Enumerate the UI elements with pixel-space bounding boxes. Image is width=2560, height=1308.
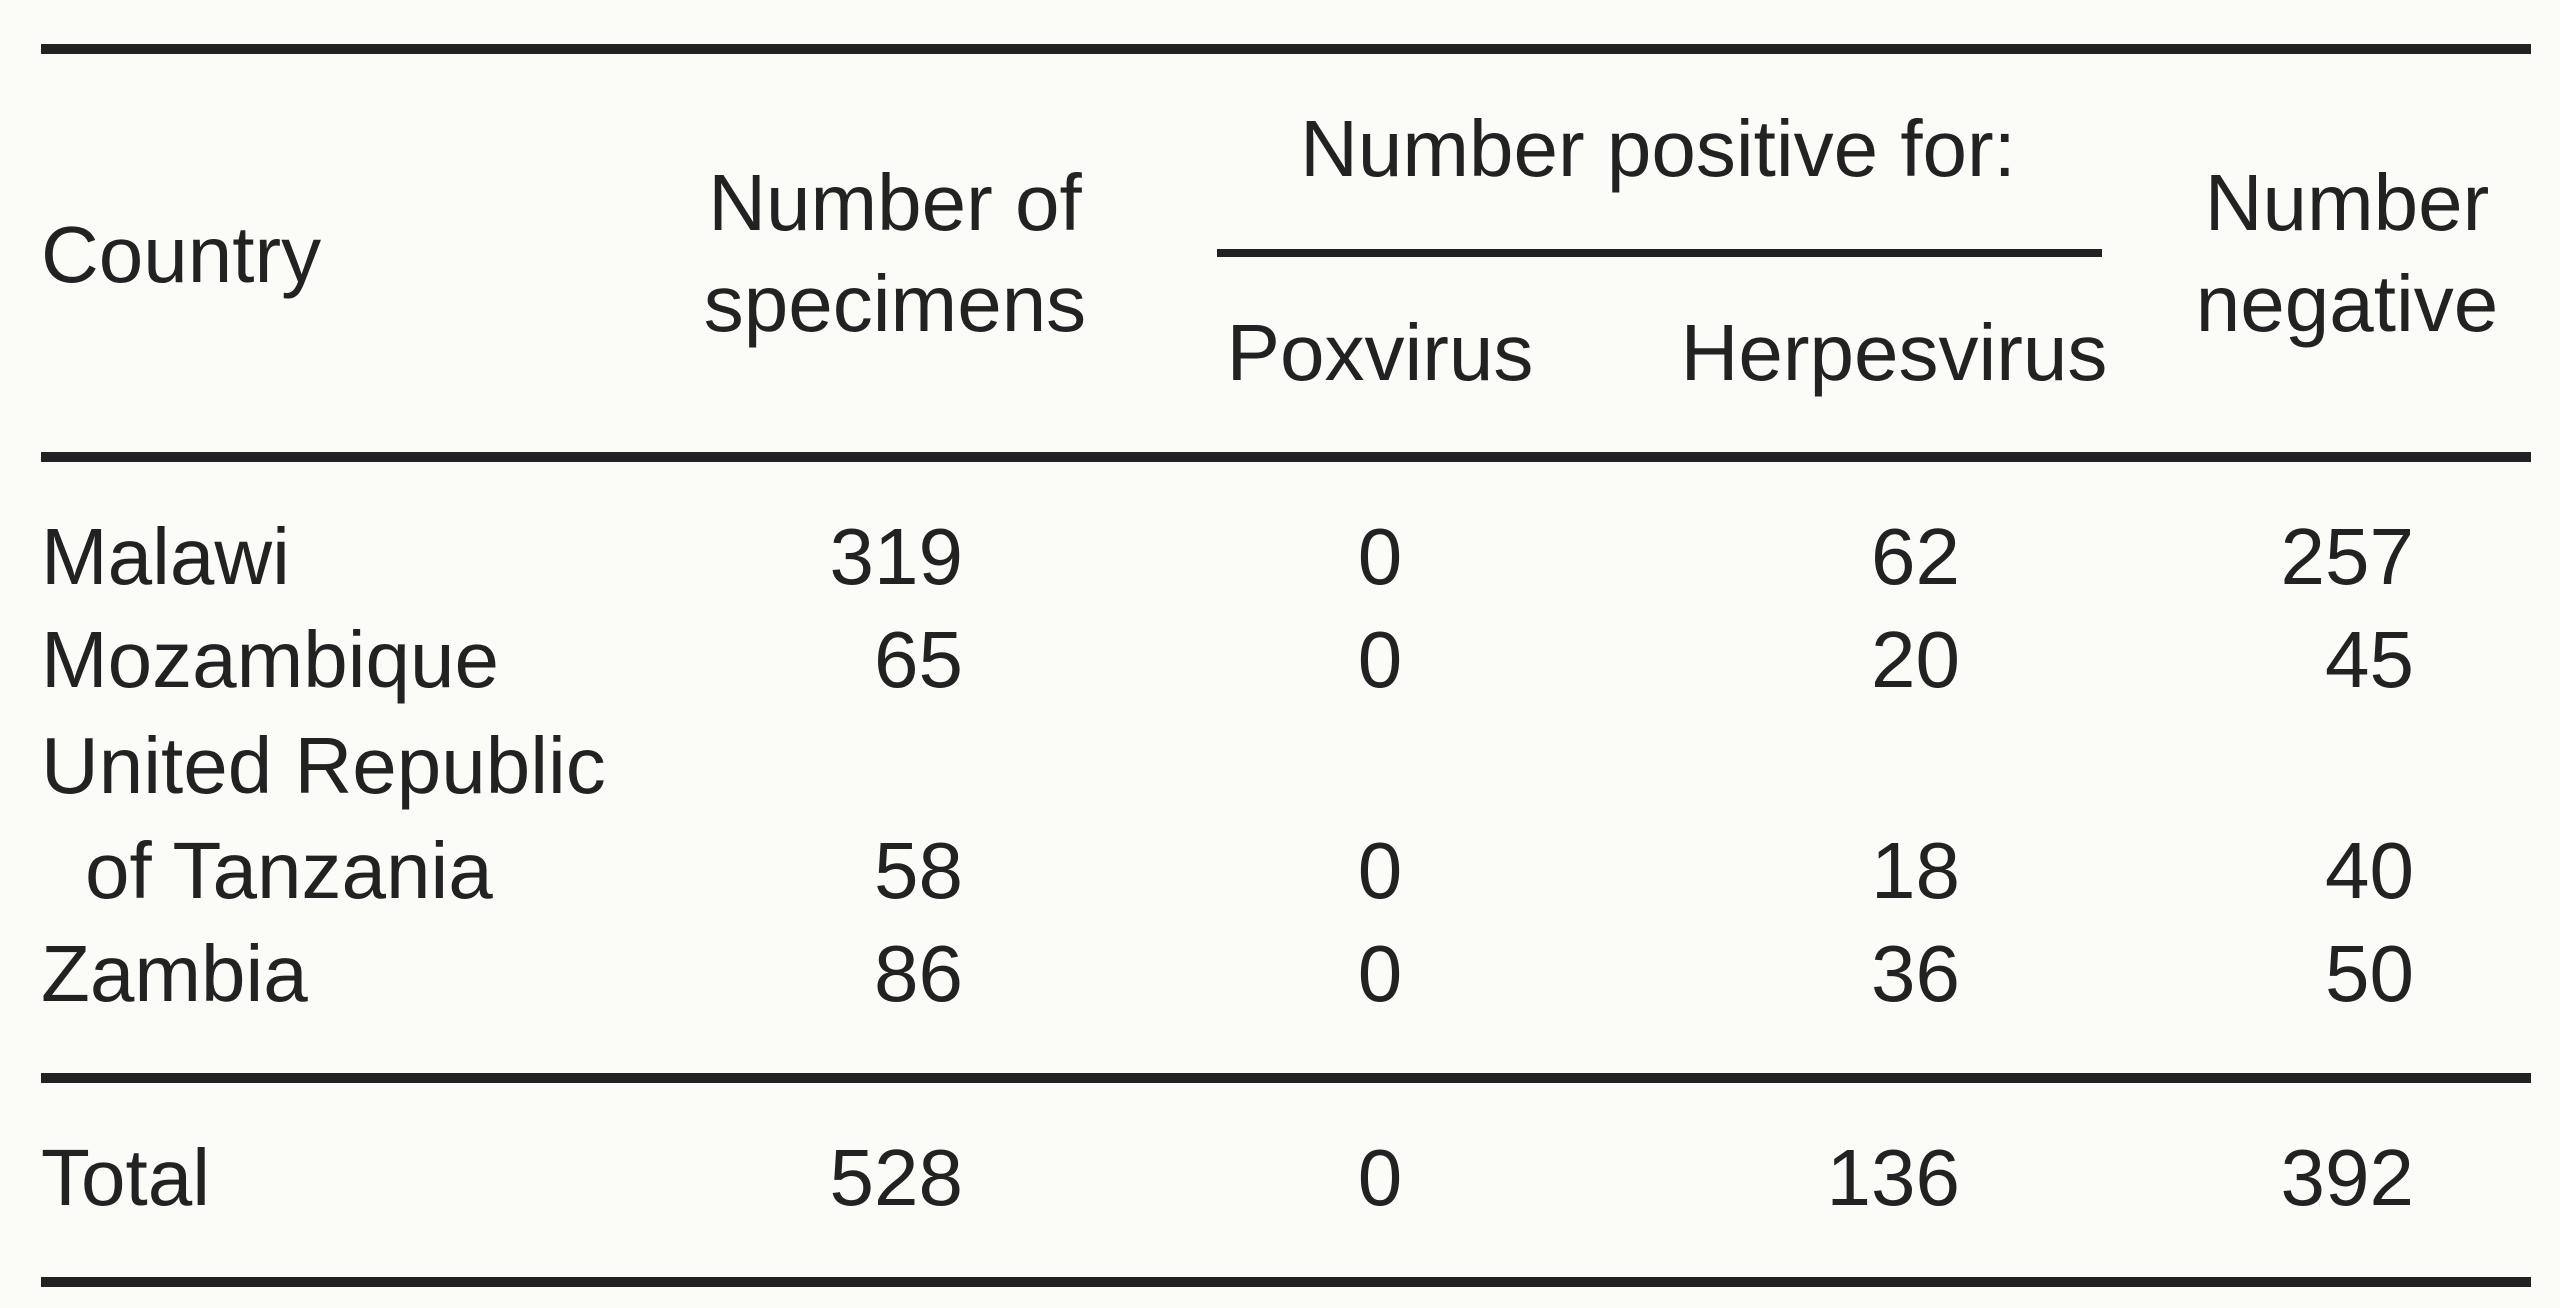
cell-poxvirus: 0 (1358, 1133, 1403, 1222)
cell-herpesvirus: 136 (1827, 1133, 1960, 1222)
header-negative: Number (2205, 158, 2490, 247)
cell-herpesvirus: 36 (1871, 929, 1960, 1018)
cell-herpesvirus: 18 (1871, 826, 1960, 915)
cell-country: Malawi (41, 512, 290, 601)
header-herpesvirus: Herpesvirus (1681, 308, 2108, 397)
cell-negative: 40 (2325, 826, 2414, 915)
cell-negative: 257 (2281, 512, 2414, 601)
cell-specimens: 58 (874, 826, 963, 915)
cell-herpesvirus: 20 (1871, 615, 1960, 704)
cell-specimens: 86 (874, 929, 963, 1018)
cell-country: Zambia (41, 929, 308, 1018)
cell-negative: 50 (2325, 929, 2414, 1018)
cell-specimens: 319 (830, 512, 963, 601)
cell-country: of Tanzania (85, 826, 493, 915)
cell-herpesvirus: 62 (1871, 512, 1960, 601)
cell-poxvirus: 0 (1358, 512, 1403, 601)
header-poxvirus: Poxvirus (1227, 308, 1534, 397)
header-group: Number positive for: (1300, 104, 2016, 193)
header-specimens: specimens (704, 259, 1086, 348)
cell-specimens: 65 (874, 615, 963, 704)
cell-negative: 45 (2325, 615, 2414, 704)
header-country: Country (41, 210, 321, 299)
cell-poxvirus: 0 (1358, 929, 1403, 1018)
cell-poxvirus: 0 (1358, 615, 1403, 704)
header-specimens: Number of (708, 158, 1082, 247)
cell-country: Mozambique (41, 615, 499, 704)
cell-negative: 392 (2281, 1133, 2414, 1222)
header-negative: negative (2196, 259, 2498, 348)
cell-specimens: 528 (830, 1133, 963, 1222)
cell-country: United Republic (41, 721, 606, 810)
cell-country: Total (41, 1133, 210, 1222)
cell-poxvirus: 0 (1358, 826, 1403, 915)
